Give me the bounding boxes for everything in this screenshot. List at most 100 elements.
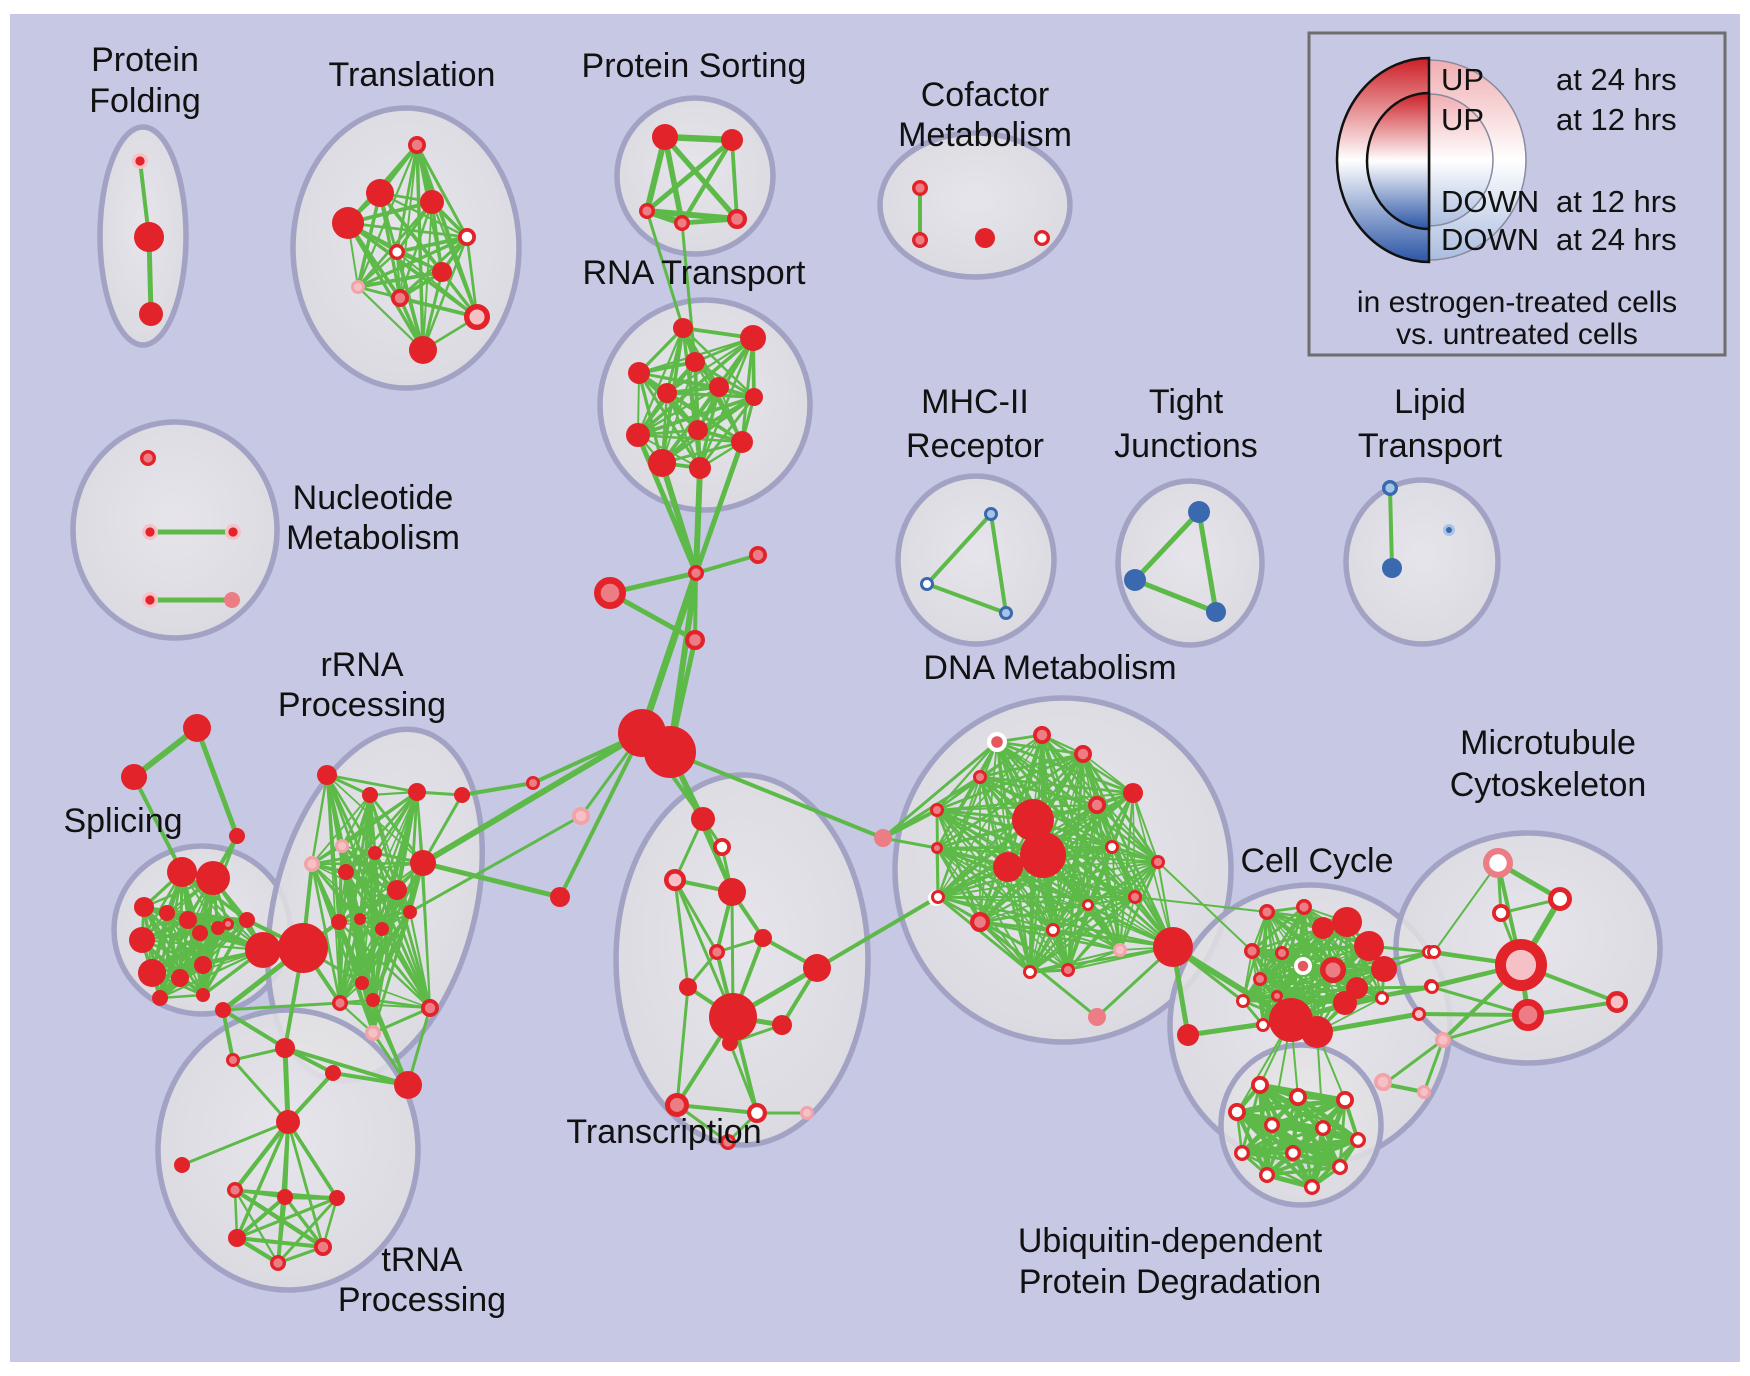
gene-node-cn3 — [749, 546, 768, 565]
edge — [1242, 950, 1253, 1002]
gene-node-sp12 — [194, 956, 212, 974]
edge — [465, 235, 479, 319]
edge — [936, 895, 1032, 974]
gene-node-dn10 — [1123, 783, 1143, 803]
edge — [693, 360, 744, 444]
edge — [282, 1194, 340, 1201]
legend-note-line2: vs. untreated cells — [1396, 318, 1638, 351]
edge — [1240, 1151, 1314, 1189]
gene-node-sp11 — [171, 969, 189, 987]
legend-dir-up12: UP — [1441, 102, 1484, 137]
gene-node-tn2 — [275, 1038, 295, 1058]
edge — [231, 1058, 290, 1124]
edge — [936, 803, 1099, 899]
edge — [1157, 861, 1253, 952]
gene-node-mt3 — [1427, 945, 1441, 959]
edge — [1082, 753, 1134, 794]
edge — [232, 1187, 326, 1250]
gene-node-dn6 — [1012, 799, 1054, 841]
edge — [398, 296, 479, 319]
edge — [662, 134, 685, 226]
gene-node-sp5 — [129, 927, 155, 953]
edge — [341, 794, 371, 847]
edge — [1118, 860, 1160, 952]
edge — [358, 910, 412, 921]
edge — [158, 948, 265, 1000]
gene-node-tn10 — [269, 1255, 286, 1272]
edge — [978, 920, 1099, 1019]
gene-node-mt6 — [1511, 998, 1544, 1031]
gene-node-nm1 — [141, 523, 158, 540]
gene-node-cc4 — [1354, 931, 1384, 961]
edge — [356, 235, 469, 289]
cluster-label-cofactor-metabolism-line1: Metabolism — [898, 116, 1072, 154]
gene-node-ub6 — [1350, 1132, 1367, 1149]
edge — [659, 460, 699, 576]
edge — [1261, 951, 1284, 1027]
edge — [644, 137, 735, 214]
edge — [1388, 486, 1394, 570]
gene-node-sp1 — [196, 861, 230, 895]
gene-node-dn9 — [1088, 796, 1107, 815]
gene-node-tc13 — [800, 1106, 814, 1120]
gene-node-cn2 — [684, 629, 705, 650]
gene-node-tn4 — [276, 1110, 300, 1134]
edge — [978, 775, 1135, 795]
edge — [665, 336, 755, 395]
edge — [730, 138, 739, 221]
edge — [1040, 733, 1090, 907]
cluster-lipid-transport-ellipse — [1343, 477, 1501, 647]
gene-node-dn14 — [931, 890, 945, 904]
cluster-label-mhc-ii-receptor-line1: Receptor — [906, 427, 1044, 465]
edge — [310, 851, 377, 866]
edge — [346, 221, 479, 319]
edge — [1355, 985, 1434, 990]
edge — [235, 1120, 290, 1240]
gene-node-dn4 — [930, 803, 944, 817]
gene-node-cc11 — [1271, 990, 1283, 1002]
gene-node-tj2 — [1206, 602, 1226, 622]
gene-node-dn18 — [1113, 943, 1127, 957]
gene-node-cc8 — [1294, 957, 1313, 976]
gene-node-dn5 — [874, 829, 892, 847]
edge — [338, 910, 412, 1005]
gene-node-dn1 — [1033, 726, 1052, 745]
edge — [1119, 896, 1136, 951]
edge — [325, 773, 419, 794]
legend-dir-down12: DOWN — [1441, 184, 1539, 219]
cluster-label-rrna-processing-line0: rRNA — [320, 646, 403, 684]
cluster-label-trna-processing-line0: tRNA — [381, 1241, 463, 1279]
edge — [935, 846, 1122, 952]
gene-node-rt8 — [688, 420, 708, 440]
gene-node-ub4 — [1264, 1117, 1281, 1134]
gene-node-tl2 — [420, 190, 444, 214]
edge — [361, 928, 383, 984]
edge — [338, 917, 362, 1005]
edge — [415, 143, 479, 319]
edge — [337, 888, 399, 924]
edge — [637, 371, 756, 399]
gene-node-hb0 — [278, 923, 328, 973]
edge — [180, 1120, 290, 1167]
edge — [1259, 978, 1358, 989]
gene-node-tl6 — [432, 262, 452, 282]
edge — [978, 920, 1070, 972]
gene-node-mh1 — [920, 577, 934, 591]
gene-node-sp13 — [152, 990, 168, 1006]
gene-node-lp0 — [1382, 479, 1399, 496]
gene-node-mt0 — [1483, 848, 1514, 879]
legend-time-up12: at 12 hrs — [1556, 102, 1677, 137]
edge — [1417, 1012, 1530, 1017]
cluster-label-mhc-ii-receptor-line0: MHC-II — [921, 383, 1029, 421]
gene-node-tn11 — [314, 1238, 333, 1257]
edge — [1265, 1165, 1342, 1177]
edge — [415, 143, 469, 239]
edge — [881, 836, 939, 850]
gene-node-tn3 — [325, 1065, 341, 1081]
gene-node-tn1 — [226, 1053, 240, 1067]
gene-node-dn15 — [969, 911, 990, 932]
edge — [935, 775, 982, 812]
edge — [408, 814, 583, 914]
edge — [356, 285, 425, 352]
edge — [234, 1194, 288, 1241]
